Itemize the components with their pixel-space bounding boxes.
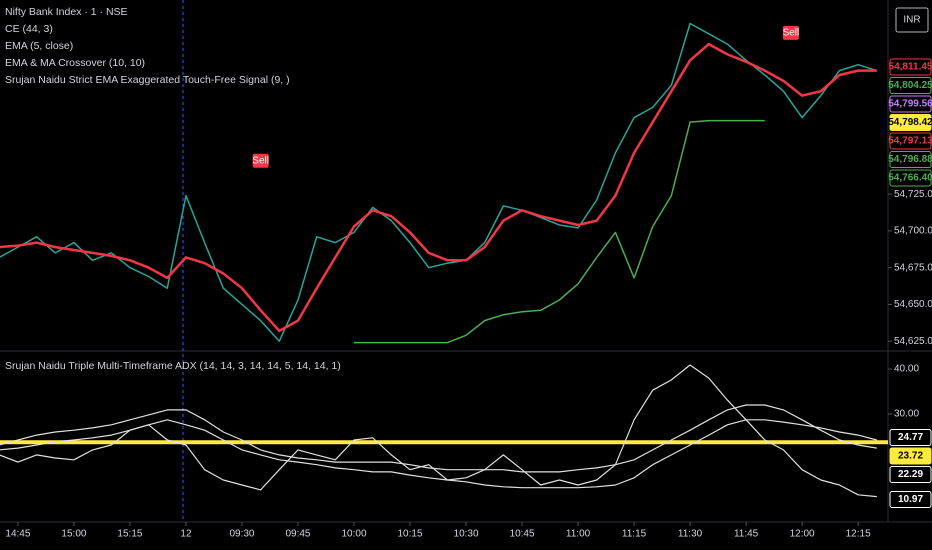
indicator-legend: CE (44, 3) — [5, 23, 53, 35]
series-line — [354, 119, 765, 344]
x-tick-label: 15:15 — [117, 529, 142, 540]
x-tick-label: 09:30 — [229, 529, 254, 540]
x-tick-label: 14:45 — [5, 529, 30, 540]
indicator-legend: Srujan Naidu Strict EMA Exaggerated Touc… — [5, 74, 290, 86]
x-tick-label: 12 — [180, 529, 192, 540]
series-line — [0, 404, 877, 473]
series-line — [0, 22, 878, 342]
value-label: 24.77 — [898, 432, 923, 443]
value-label-box — [889, 428, 932, 446]
x-tick-label: 11:30 — [678, 529, 703, 540]
value-label: 54,811.45 — [889, 62, 932, 73]
x-tick-label: 10:45 — [510, 529, 535, 540]
value-label-box — [889, 132, 932, 150]
indicator-title: Srujan Naidu Triple Multi-Timeframe ADX … — [5, 360, 341, 372]
x-tick-label: 12:00 — [790, 529, 815, 540]
series-line — [0, 419, 877, 489]
value-label: 54,799.56 — [888, 99, 932, 110]
signal-label: Sell — [252, 155, 269, 166]
symbol-title: Nifty Bank Index · 1 · NSE — [5, 6, 128, 18]
x-tick-label: 10:30 — [454, 529, 479, 540]
x-tick-label: 09:45 — [285, 529, 310, 540]
y-tick-label: 54,650.00 — [894, 299, 932, 310]
value-label: 54,804.25 — [888, 80, 932, 91]
x-tick-label: 15:00 — [61, 529, 86, 540]
value-label-box — [889, 169, 932, 187]
value-label-box — [889, 150, 932, 168]
value-label-box — [889, 447, 932, 465]
value-label-box — [889, 58, 932, 76]
y-tick-label: 54,700.00 — [894, 226, 932, 237]
y-tick-label: 30.00 — [894, 409, 919, 420]
y-tick-label: 54,675.00 — [894, 262, 932, 273]
y-tick-label: 54,625.00 — [894, 336, 932, 347]
value-label-box — [889, 465, 932, 483]
signal-label: Sell — [783, 27, 800, 38]
value-label: 54,797.13 — [888, 136, 932, 147]
x-tick-label: 11:15 — [622, 529, 647, 540]
indicator-legend: EMA & MA Crossover (10, 10) — [5, 57, 145, 69]
y-tick-label: 54,725.00 — [894, 189, 932, 200]
x-tick-label: 11:00 — [566, 529, 591, 540]
value-label: 10.97 — [898, 494, 923, 505]
value-label: 54,796.88 — [888, 154, 932, 165]
value-label: 54,798.42 — [888, 117, 932, 128]
x-tick-label: 10:15 — [398, 529, 423, 540]
series-line — [0, 42, 877, 333]
x-tick-label: 10:00 — [341, 529, 366, 540]
value-label: 23.72 — [898, 451, 923, 462]
signal-badge — [252, 153, 269, 168]
signal-badge — [782, 25, 799, 40]
currency: INR — [903, 15, 920, 26]
value-label-box — [889, 95, 932, 113]
x-tick-label: 12:15 — [846, 529, 871, 540]
currency-box[interactable] — [895, 7, 929, 33]
value-label-box — [889, 76, 932, 94]
value-label: 22.29 — [898, 469, 923, 480]
x-tick-label: 11:45 — [734, 529, 759, 540]
plot-area — [0, 22, 888, 498]
value-label: 54,766.40 — [888, 173, 932, 184]
y-tick-label: 40.00 — [894, 364, 919, 375]
indicator-legend: EMA (5, close) — [5, 40, 73, 52]
value-label-box — [889, 113, 932, 131]
value-label-box — [889, 490, 932, 508]
